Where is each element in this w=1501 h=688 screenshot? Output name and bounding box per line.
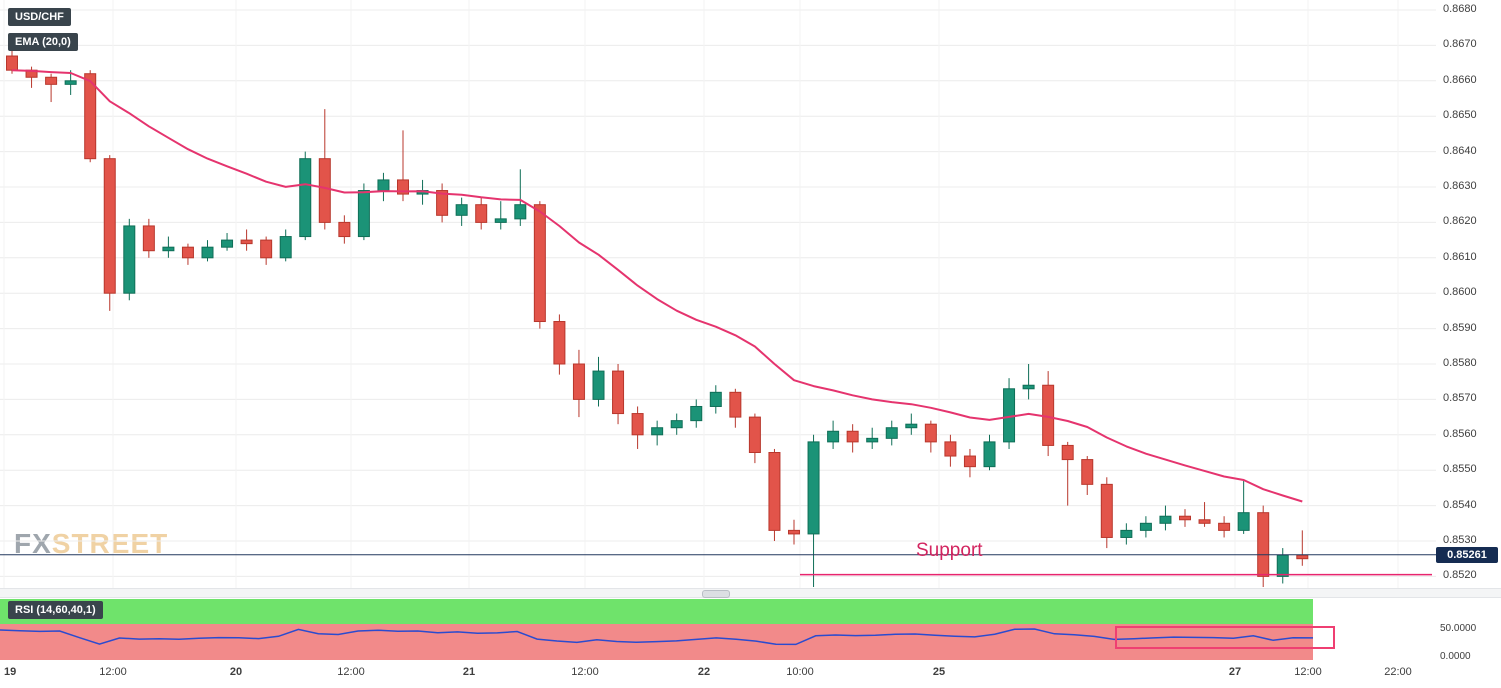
candle-up[interactable] [377, 172, 390, 202]
rsi-highlight-box [1115, 626, 1335, 649]
candle-down[interactable] [84, 70, 97, 163]
candle-down[interactable] [397, 130, 409, 202]
support-annotation-label: Support [916, 540, 983, 561]
candle-down[interactable] [533, 201, 546, 329]
time-axis-tick: 19 [4, 666, 17, 678]
fxstreet-watermark: FXSTREET [14, 528, 168, 560]
rsi-axis-tick-0: 0.0000 [1440, 651, 1471, 662]
candle-up[interactable] [162, 236, 175, 258]
candle-up[interactable] [1237, 480, 1250, 534]
candle-down[interactable] [1061, 441, 1074, 506]
time-axis-tick: 22:00 [1384, 666, 1412, 678]
pane-divider-handle[interactable] [702, 590, 730, 598]
candle-up[interactable] [221, 233, 234, 251]
candle-down[interactable] [436, 183, 449, 223]
candle-down[interactable] [846, 424, 859, 453]
time-axis-tick: 12:00 [1294, 666, 1322, 678]
candle-up[interactable] [1120, 523, 1133, 545]
candle-up[interactable] [670, 413, 683, 435]
pane-divider[interactable] [0, 588, 1501, 598]
symbol-badge[interactable]: USD/CHF [8, 8, 71, 26]
candle-up[interactable] [1139, 516, 1152, 538]
ema-indicator-badge[interactable]: EMA (20,0) [8, 33, 78, 51]
candle-up[interactable] [279, 229, 292, 262]
rsi-axis-tick-50: 50.0000 [1440, 623, 1477, 634]
candle-down[interactable] [1179, 509, 1191, 527]
candle-down[interactable] [553, 314, 566, 375]
candle-up[interactable] [201, 240, 214, 262]
time-axis-tick: 25 [932, 666, 946, 678]
candle-down[interactable] [181, 243, 194, 265]
candle-down[interactable] [45, 73, 58, 103]
candle-up[interactable] [592, 356, 605, 407]
candle-up[interactable] [455, 197, 468, 226]
candle-down[interactable] [768, 448, 781, 541]
time-axis-tick: 12:00 [99, 666, 127, 678]
candle-up[interactable] [866, 427, 879, 449]
candle-up[interactable] [690, 399, 703, 428]
candle-down[interactable] [748, 413, 761, 464]
candle-down[interactable] [924, 420, 937, 453]
candle-up[interactable] [299, 151, 312, 241]
ema-line[interactable] [11, 69, 1303, 503]
time-axis-tick: 20 [229, 666, 243, 678]
candle-down[interactable] [963, 448, 976, 478]
candle-up[interactable] [1276, 548, 1289, 584]
candle-up[interactable] [514, 169, 527, 226]
candle-down[interactable] [475, 197, 488, 230]
candle-down[interactable] [338, 215, 351, 244]
time-axis-tick: 22 [697, 666, 711, 678]
candle-down[interactable] [1100, 477, 1113, 549]
candle-down[interactable] [103, 155, 116, 311]
candle-down[interactable] [1218, 516, 1231, 538]
candle-up[interactable] [709, 385, 722, 414]
candle-up[interactable] [1159, 505, 1172, 531]
time-axis[interactable]: 19 12:00 20 12:00 21 12:00 22 10:00 25 27 12:00 22:… [0, 664, 1501, 688]
candle-up[interactable] [123, 218, 136, 301]
candle-up[interactable] [827, 420, 840, 449]
candle-up[interactable] [983, 434, 996, 471]
rsi-panel[interactable] [0, 598, 1501, 662]
candle-down[interactable] [612, 364, 625, 425]
candle-down[interactable] [6, 48, 18, 74]
rsi-indicator-badge[interactable]: RSI (14,60,40,1) [8, 601, 103, 619]
candle-down[interactable] [1081, 456, 1094, 495]
candle-down[interactable] [1296, 530, 1309, 566]
candle-up[interactable] [651, 420, 664, 446]
candle-down[interactable] [1042, 371, 1055, 457]
candle-down[interactable] [788, 519, 800, 545]
candle-down[interactable] [318, 109, 331, 230]
time-axis-tick: 12:00 [571, 666, 599, 678]
candle-down[interactable] [1198, 502, 1211, 527]
candle-down[interactable] [729, 388, 742, 428]
time-axis-tick: 12:00 [337, 666, 365, 678]
candle-up[interactable] [1003, 378, 1016, 449]
rsi-line[interactable] [0, 628, 1314, 646]
candle-down[interactable] [572, 349, 585, 418]
candle-up[interactable] [494, 201, 507, 230]
candle-up[interactable] [1022, 364, 1035, 400]
candle-down[interactable] [142, 218, 155, 258]
candle-up[interactable] [64, 70, 77, 95]
time-axis-tick: 27 [1228, 666, 1242, 678]
candle-down[interactable] [1257, 505, 1270, 588]
rsi-upper-band [0, 599, 1313, 624]
candle-down[interactable] [240, 229, 253, 251]
watermark-street: STREET [51, 528, 169, 559]
time-axis-tick: 21 [462, 666, 476, 678]
watermark-fx: FX [14, 528, 52, 559]
price-chart-pane[interactable] [0, 0, 1501, 588]
candle-up[interactable] [807, 434, 820, 588]
candle-up[interactable] [905, 413, 918, 435]
candle-down[interactable] [631, 406, 644, 449]
candle-down[interactable] [260, 236, 273, 265]
current-price-tag: 0.85261 [1436, 546, 1498, 563]
time-axis-tick: 10:00 [786, 666, 814, 678]
candle-down[interactable] [944, 434, 957, 467]
candle-up[interactable] [885, 420, 898, 446]
